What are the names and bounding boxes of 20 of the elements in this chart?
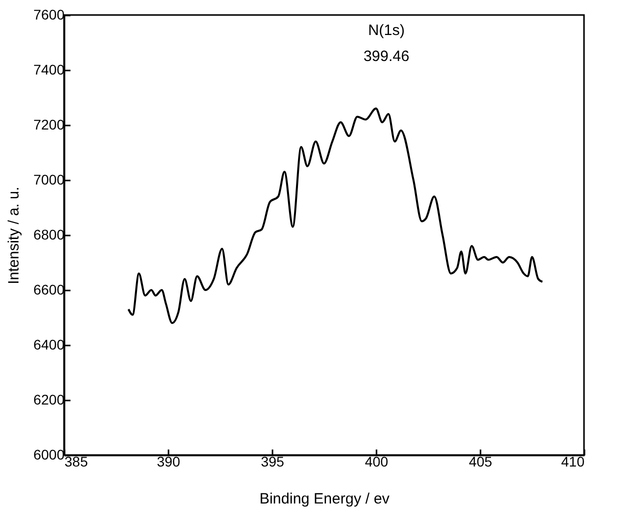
y-tick-label: 6000 (33, 446, 65, 462)
y-tick-label: 7200 (33, 116, 65, 132)
y-tick-label: 6800 (33, 226, 65, 242)
x-tick-label: 405 (468, 454, 492, 470)
y-tick-label: 6200 (33, 392, 65, 408)
x-tick-label: 395 (260, 454, 284, 470)
x-tick-label: 410 (561, 454, 585, 470)
line-series (127, 108, 544, 324)
annotation: 399.46 (363, 48, 410, 65)
y-tick-label: 7400 (33, 62, 65, 78)
y-tick-label: 7600 (33, 6, 65, 22)
x-tick-label: 390 (156, 454, 180, 470)
y-tick-label: 7000 (33, 172, 65, 188)
annotation: N(1s) (368, 22, 405, 39)
y-tick-label: 6600 (33, 282, 65, 298)
x-axis-title: Binding Energy / ev (259, 490, 390, 508)
y-tick-label: 6400 (33, 336, 65, 352)
x-tick-label: 385 (64, 454, 88, 470)
y-axis-title: Intensity / a. u. (5, 186, 22, 284)
x-tick-label: 400 (364, 454, 388, 470)
